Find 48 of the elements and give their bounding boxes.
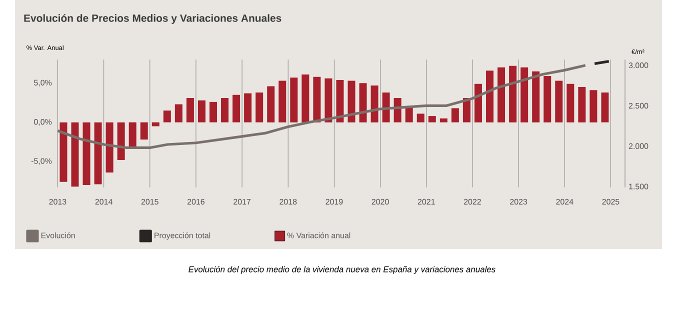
bar (428, 116, 436, 122)
bar (232, 94, 240, 122)
bar (106, 122, 114, 172)
bar (94, 122, 102, 184)
bar (174, 104, 182, 122)
bar (348, 80, 356, 122)
line-series (56, 64, 587, 150)
bar (60, 122, 68, 182)
bar (382, 92, 390, 122)
text: Evolución del precio medio de la vivienda nueva en España y variaciones anuales (188, 266, 496, 274)
bar (209, 102, 217, 122)
bar (601, 92, 609, 122)
bar (405, 107, 413, 122)
bar (486, 70, 494, 122)
bar (359, 83, 367, 122)
bar (186, 98, 194, 122)
bar (578, 87, 586, 122)
bar (198, 100, 206, 122)
bar (244, 93, 252, 122)
bar (566, 84, 574, 122)
bar (440, 118, 448, 122)
bar (532, 71, 540, 122)
bar (278, 80, 286, 122)
bar (336, 80, 344, 122)
bar (474, 84, 482, 122)
bar (302, 74, 310, 122)
bar (82, 122, 90, 186)
bar (71, 122, 79, 187)
bar (509, 66, 517, 122)
bar (451, 108, 459, 122)
bar (221, 98, 229, 122)
bar (313, 76, 321, 122)
bar (128, 122, 136, 147)
bar (590, 90, 598, 122)
chart-title: Evolución de Precios Medios y Variaciones Anuales (24, 14, 282, 24)
bar (163, 110, 171, 122)
bar (290, 78, 298, 122)
bar (498, 67, 506, 122)
bar (267, 86, 275, 122)
bar (370, 85, 378, 122)
bar (140, 122, 148, 140)
bar (117, 122, 125, 160)
bar (555, 80, 563, 122)
bar (416, 114, 424, 122)
bar (520, 67, 528, 122)
bar (324, 78, 332, 122)
bar (256, 92, 264, 122)
bar (544, 76, 552, 122)
